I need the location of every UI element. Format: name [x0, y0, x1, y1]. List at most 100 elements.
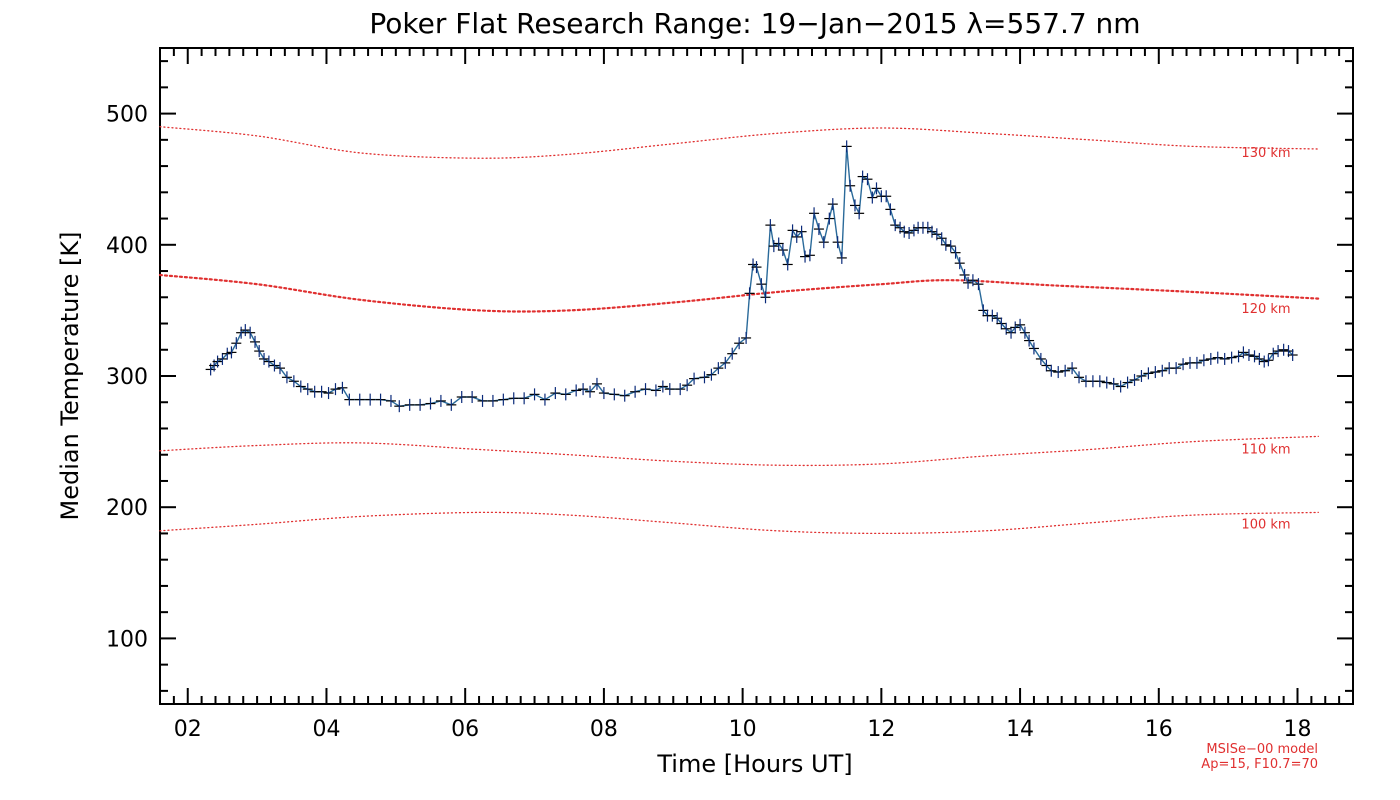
data-point: [809, 207, 820, 220]
data-point: [1191, 356, 1202, 369]
data-point: [845, 179, 856, 192]
x-tick-label: 14: [1006, 717, 1034, 742]
x-tick-label: 18: [1284, 717, 1312, 742]
data-point: [706, 368, 717, 381]
data-point: [330, 383, 341, 396]
data-point: [1136, 370, 1147, 382]
data-point: [519, 392, 530, 405]
data-point: [1053, 366, 1064, 379]
data-point: [302, 383, 313, 396]
data-point: [827, 198, 838, 211]
data-point: [385, 394, 396, 407]
data-point: [344, 393, 355, 406]
data-point: [609, 388, 620, 401]
x-tick-label: 04: [312, 717, 340, 742]
data-point: [1019, 326, 1030, 339]
data-point: [245, 326, 256, 339]
data-point: [1278, 343, 1289, 356]
data-point: [727, 347, 738, 360]
data-point: [871, 182, 882, 195]
data-point: [841, 140, 852, 153]
data-point: [585, 385, 596, 398]
data-point: [760, 291, 771, 304]
data-point: [992, 312, 1003, 325]
data-point: [867, 191, 878, 204]
data-point: [945, 240, 956, 253]
data-point: [226, 346, 237, 359]
y-tick-label: 500: [106, 103, 148, 128]
data-point: [978, 304, 989, 317]
data-point: [1205, 352, 1216, 365]
model-label: 120 km: [1241, 302, 1290, 317]
data-point: [217, 352, 228, 365]
y-axis-label: Median Temperature [K]: [56, 231, 84, 520]
y-tick-label: 400: [106, 234, 148, 259]
data-point: [578, 383, 589, 396]
data-point: [435, 394, 446, 407]
data-point: [689, 372, 700, 385]
data-point: [1150, 366, 1161, 379]
data-point: [222, 347, 233, 360]
data-point: [1157, 364, 1168, 377]
data-point: [1178, 358, 1189, 371]
data-point: [1212, 351, 1223, 364]
data-point: [768, 240, 779, 253]
data-point: [477, 394, 488, 407]
data-point: [650, 384, 661, 397]
data-point: [375, 393, 386, 406]
data-point: [854, 207, 865, 220]
footnote-line: Ap=15, F10.7=70: [1201, 757, 1318, 772]
model-curve-110-km: [159, 435, 1319, 467]
data-point: [250, 335, 261, 348]
data-point: [212, 355, 223, 368]
data-point: [1122, 376, 1133, 389]
data-point: [1226, 351, 1237, 364]
data-point: [734, 337, 745, 350]
data-point: [800, 250, 811, 263]
data-point: [862, 173, 873, 186]
data-point: [1015, 318, 1026, 331]
data-point: [640, 383, 651, 396]
data-point: [973, 278, 984, 291]
data-point: [751, 261, 762, 274]
x-tick-label: 10: [729, 717, 757, 742]
data-point: [467, 390, 478, 403]
data-point: [813, 223, 824, 236]
data-point: [1035, 352, 1046, 365]
data-point: [885, 203, 896, 216]
data-point: [657, 380, 668, 393]
chart-title: Poker Flat Research Range: 19−Jan−2015 λ…: [369, 7, 1140, 40]
data-point: [1115, 380, 1126, 393]
data-point: [425, 397, 436, 410]
data-point: [1143, 367, 1154, 380]
model-curve-120-km: [158, 273, 1320, 313]
x-axis-label: Time [Hours UT]: [656, 750, 852, 778]
data-point: [571, 384, 582, 397]
data-point: [231, 337, 242, 350]
data-point: [756, 278, 767, 291]
data-point: [950, 246, 961, 259]
data-point: [281, 371, 292, 384]
data-point: [487, 394, 498, 407]
data-point: [787, 224, 798, 237]
data-point: [1010, 321, 1021, 334]
data-point: [959, 268, 970, 281]
data-point: [777, 244, 788, 257]
data-point: [254, 345, 265, 358]
data-point: [263, 355, 274, 368]
data-point: [720, 356, 731, 369]
data-point: [899, 225, 910, 238]
data-point: [591, 377, 602, 390]
data-point: [908, 224, 919, 237]
data-point: [415, 398, 426, 411]
data-point: [804, 249, 815, 262]
data-point: [630, 385, 641, 398]
data-point: [1067, 362, 1078, 375]
data-point: [1060, 364, 1071, 377]
measured-line: [210, 146, 1294, 407]
data-point: [1219, 352, 1230, 365]
data-point: [337, 381, 348, 394]
data-point: [996, 317, 1007, 330]
data-point: [240, 324, 251, 337]
